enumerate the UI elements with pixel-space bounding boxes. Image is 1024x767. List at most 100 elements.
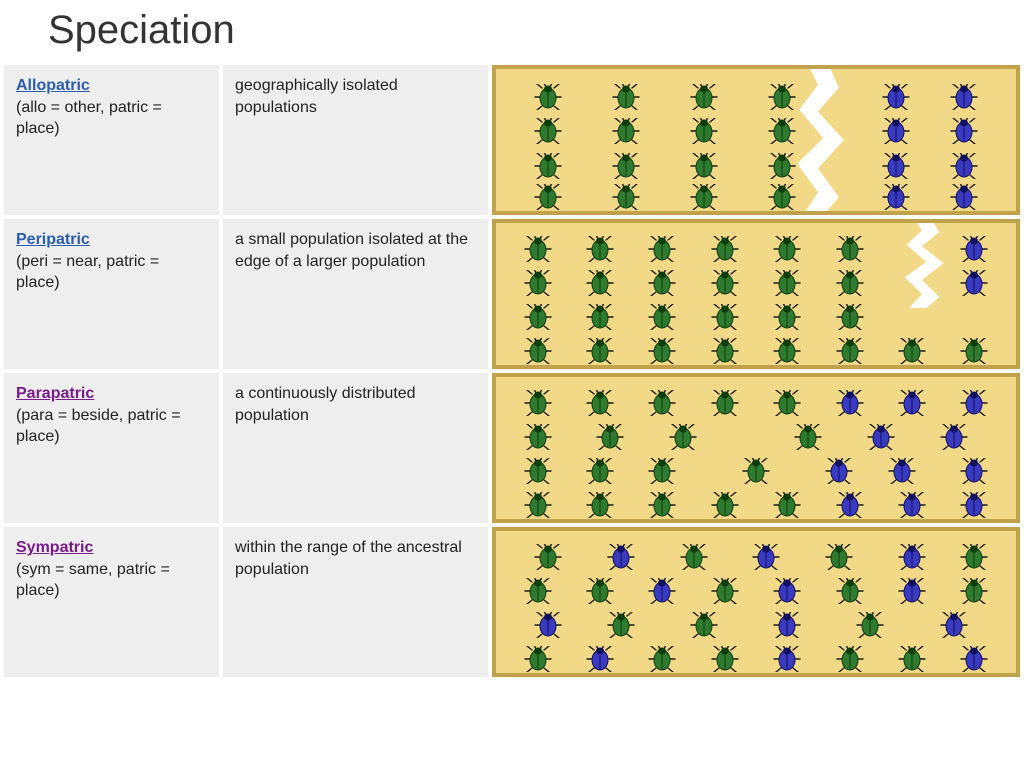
peripatric-etymology: (peri = near, patric = place) xyxy=(16,253,159,292)
green-beetle-icon xyxy=(771,390,803,416)
blue-beetle-icon xyxy=(938,612,970,638)
green-beetle-icon xyxy=(522,338,554,364)
blue-beetle-icon xyxy=(958,270,990,296)
green-beetle-icon xyxy=(646,390,678,416)
green-beetle-icon xyxy=(584,236,616,262)
green-beetle-icon xyxy=(522,270,554,296)
green-beetle-icon xyxy=(532,84,564,110)
green-beetle-icon xyxy=(709,492,741,518)
green-beetle-icon xyxy=(896,338,928,364)
blue-beetle-icon xyxy=(605,544,637,570)
green-beetle-icon xyxy=(646,458,678,484)
illustration-parapatric xyxy=(492,373,1020,523)
green-beetle-icon xyxy=(646,338,678,364)
blue-beetle-icon xyxy=(880,153,912,179)
green-beetle-icon xyxy=(532,544,564,570)
blue-beetle-icon xyxy=(880,118,912,144)
blue-beetle-icon xyxy=(948,84,980,110)
sympatric-term-link[interactable]: Sympatric xyxy=(16,539,93,556)
green-beetle-icon xyxy=(771,270,803,296)
green-beetle-icon xyxy=(958,578,990,604)
green-beetle-icon xyxy=(646,646,678,672)
blue-beetle-icon xyxy=(958,646,990,672)
green-beetle-icon xyxy=(584,270,616,296)
green-beetle-icon xyxy=(834,578,866,604)
green-beetle-icon xyxy=(584,304,616,330)
green-beetle-icon xyxy=(522,390,554,416)
parapatric-etymology: (para = beside, patric = place) xyxy=(16,407,181,446)
blue-beetle-icon xyxy=(886,458,918,484)
green-beetle-icon xyxy=(771,492,803,518)
parapatric-description: a continuously distributed population xyxy=(235,385,416,424)
green-beetle-icon xyxy=(709,304,741,330)
green-beetle-icon xyxy=(646,236,678,262)
blue-beetle-icon xyxy=(834,492,866,518)
green-beetle-icon xyxy=(688,84,720,110)
green-beetle-icon xyxy=(667,424,699,450)
description-cell-peripatric: a small population isolated at the edge … xyxy=(223,219,488,369)
green-beetle-icon xyxy=(522,424,554,450)
green-beetle-icon xyxy=(709,578,741,604)
green-beetle-icon xyxy=(532,153,564,179)
blue-beetle-icon xyxy=(771,612,803,638)
green-beetle-icon xyxy=(610,184,642,210)
blue-beetle-icon xyxy=(958,492,990,518)
green-beetle-icon xyxy=(688,184,720,210)
green-beetle-icon xyxy=(532,184,564,210)
green-beetle-icon xyxy=(709,270,741,296)
green-beetle-icon xyxy=(834,304,866,330)
illustration-peripatric xyxy=(492,219,1020,369)
green-beetle-icon xyxy=(766,84,798,110)
term-cell-sympatric: Sympatric (sym = same, patric = place) xyxy=(4,527,219,677)
blue-beetle-icon xyxy=(584,646,616,672)
green-beetle-icon xyxy=(709,390,741,416)
blue-beetle-icon xyxy=(938,424,970,450)
green-beetle-icon xyxy=(584,390,616,416)
allopatric-description: geographically isolated populations xyxy=(235,77,398,116)
blue-beetle-icon xyxy=(958,458,990,484)
blue-beetle-icon xyxy=(823,458,855,484)
green-beetle-icon xyxy=(834,338,866,364)
green-beetle-icon xyxy=(958,544,990,570)
blue-beetle-icon xyxy=(834,390,866,416)
blue-beetle-icon xyxy=(896,544,928,570)
blue-beetle-icon xyxy=(880,84,912,110)
green-beetle-icon xyxy=(792,424,824,450)
blue-beetle-icon xyxy=(958,236,990,262)
green-beetle-icon xyxy=(522,304,554,330)
green-beetle-icon xyxy=(532,118,564,144)
green-beetle-icon xyxy=(823,544,855,570)
blue-beetle-icon xyxy=(896,578,928,604)
illustration-sympatric xyxy=(492,527,1020,677)
green-beetle-icon xyxy=(771,304,803,330)
green-beetle-icon xyxy=(771,236,803,262)
allopatric-term-link[interactable]: Allopatric xyxy=(16,77,90,94)
term-cell-allopatric: Allopatric(allo = other, patric = place) xyxy=(4,65,219,215)
green-beetle-icon xyxy=(605,612,637,638)
blue-beetle-icon xyxy=(750,544,782,570)
green-beetle-icon xyxy=(584,458,616,484)
parapatric-term-link[interactable]: Parapatric xyxy=(16,385,94,402)
green-beetle-icon xyxy=(522,578,554,604)
green-beetle-icon xyxy=(688,153,720,179)
blue-beetle-icon xyxy=(865,424,897,450)
green-beetle-icon xyxy=(522,458,554,484)
blue-beetle-icon xyxy=(896,492,928,518)
green-beetle-icon xyxy=(896,646,928,672)
green-beetle-icon xyxy=(834,646,866,672)
blue-beetle-icon xyxy=(948,118,980,144)
green-beetle-icon xyxy=(522,646,554,672)
blue-beetle-icon xyxy=(771,646,803,672)
green-beetle-icon xyxy=(584,578,616,604)
term-cell-parapatric: Parapatric (para = beside, patric = place… xyxy=(4,373,219,523)
blue-beetle-icon xyxy=(948,184,980,210)
blue-beetle-icon xyxy=(771,578,803,604)
peripatric-term-link[interactable]: Peripatric xyxy=(16,231,90,248)
peripatric-description: a small population isolated at the edge … xyxy=(235,231,468,270)
speciation-slide: Speciation Allopatric(allo = other, patr… xyxy=(0,0,1024,677)
green-beetle-icon xyxy=(709,236,741,262)
green-beetle-icon xyxy=(854,612,886,638)
green-beetle-icon xyxy=(584,492,616,518)
sympatric-etymology: (sym = same, patric = place) xyxy=(16,561,170,600)
green-beetle-icon xyxy=(834,236,866,262)
